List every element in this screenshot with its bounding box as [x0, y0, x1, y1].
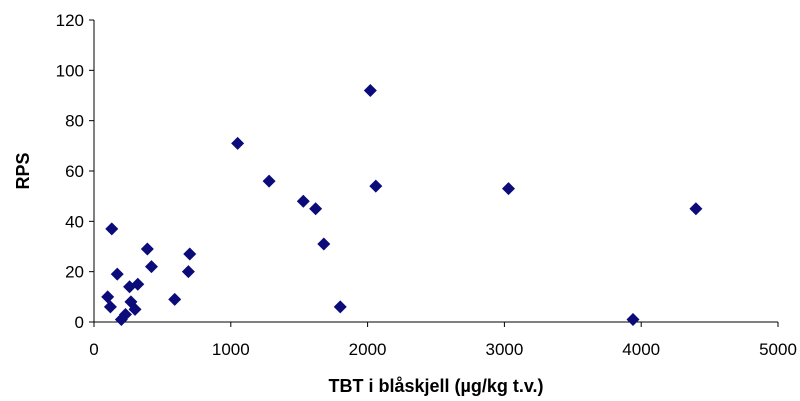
- data-point: [626, 312, 640, 326]
- y-tick-label: 120: [56, 11, 84, 30]
- data-point: [103, 300, 117, 314]
- y-axis-ticks: 0 20 40 60 80 100 120: [56, 11, 94, 332]
- data-point: [181, 265, 195, 279]
- x-tick-label: 2000: [349, 340, 387, 359]
- data-point: [144, 260, 158, 274]
- y-tick-label: 60: [65, 162, 84, 181]
- data-point: [502, 182, 516, 196]
- data-point: [309, 202, 323, 216]
- x-axis-ticks: 0 1000 2000 3000 4000 5000: [89, 322, 797, 359]
- data-point: [689, 202, 703, 216]
- data-point: [296, 194, 310, 208]
- data-points: [101, 83, 703, 326]
- data-point: [333, 300, 347, 314]
- x-tick-label: 0: [89, 340, 98, 359]
- y-tick-label: 80: [65, 112, 84, 131]
- x-axis-title: TBT i blåskjell (µg/kg t.v.): [328, 376, 543, 396]
- x-tick-label: 3000: [485, 340, 523, 359]
- y-tick-label: 100: [56, 61, 84, 80]
- x-tick-label: 5000: [759, 340, 797, 359]
- data-point: [128, 302, 142, 316]
- data-point: [105, 222, 119, 236]
- data-point: [183, 247, 197, 261]
- data-point: [131, 277, 145, 291]
- y-tick-label: 20: [65, 263, 84, 282]
- x-tick-label: 1000: [212, 340, 250, 359]
- x-tick-label: 4000: [622, 340, 660, 359]
- data-point: [110, 267, 124, 281]
- data-point: [101, 290, 115, 304]
- y-axis-title: RPS: [13, 152, 33, 189]
- data-point: [168, 292, 182, 306]
- y-tick-label: 40: [65, 212, 84, 231]
- data-point: [140, 242, 154, 256]
- data-point: [369, 179, 383, 193]
- data-point: [262, 174, 276, 188]
- y-tick-label: 0: [75, 313, 84, 332]
- data-point: [363, 83, 377, 97]
- data-point: [118, 307, 132, 321]
- data-point: [317, 237, 331, 251]
- data-point: [231, 136, 245, 150]
